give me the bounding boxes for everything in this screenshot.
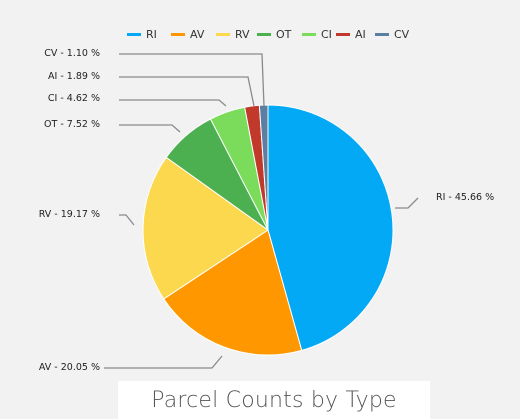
slice-label-ot: OT - 7.52 %: [44, 119, 100, 130]
slice-label-ci: CI - 4.62 %: [48, 93, 100, 104]
leader-line-ri: [395, 197, 419, 209]
leader-line-ai: [119, 76, 255, 107]
pie-slice-rv[interactable]: [142, 156, 269, 300]
legend-item-rv[interactable]: RV: [235, 28, 250, 41]
leader-line-cv: [119, 53, 265, 107]
legend-swatch-rv: [216, 33, 230, 36]
chart-title: Parcel Counts by Type: [151, 387, 397, 413]
slice-label-rv: RV - 19.17 %: [39, 209, 100, 220]
legend-item-ai[interactable]: AI: [355, 28, 366, 41]
leader-line-ot: [119, 124, 181, 133]
legend-swatch-cv: [375, 33, 389, 36]
slice-labels: RI - 45.66 % AV - 20.05 % RV - 19.17 % OT -…: [39, 48, 494, 373]
slice-label-av: AV - 20.05 %: [39, 362, 100, 373]
leader-line-ci: [119, 99, 227, 107]
pie-slices: [142, 104, 394, 356]
legend-swatch-ri: [127, 33, 141, 36]
legend-item-av[interactable]: AV: [190, 28, 205, 41]
slice-label-cv: CV - 1.10 %: [44, 48, 100, 59]
chart-title-box: Parcel Counts by Type: [118, 381, 430, 419]
legend-swatch-ai: [336, 33, 350, 36]
pie-slice-av[interactable]: [163, 229, 303, 356]
legend-item-cv[interactable]: CV: [394, 28, 410, 41]
chart-legend: RI AV RV OT CI AI CV: [127, 28, 410, 41]
legend-item-ot[interactable]: OT: [276, 28, 292, 41]
pie-chart: RI AV RV OT CI AI CV RI - 45.66 %AV - 20.05 %R…: [39, 28, 494, 373]
label-leader-lines: [104, 53, 419, 369]
legend-swatch-ci: [302, 33, 316, 36]
legend-swatch-av: [171, 33, 185, 36]
slice-label-ai: AI - 1.89 %: [48, 71, 100, 82]
leader-line-av: [104, 355, 223, 369]
pie-slice-ri[interactable]: [267, 104, 394, 351]
leader-line-rv: [119, 214, 135, 226]
legend-item-ri[interactable]: RI: [146, 28, 157, 41]
legend-item-ci[interactable]: CI: [321, 28, 332, 41]
slice-label-ri: RI - 45.66 %: [436, 192, 494, 203]
legend-swatch-ot: [257, 33, 271, 36]
